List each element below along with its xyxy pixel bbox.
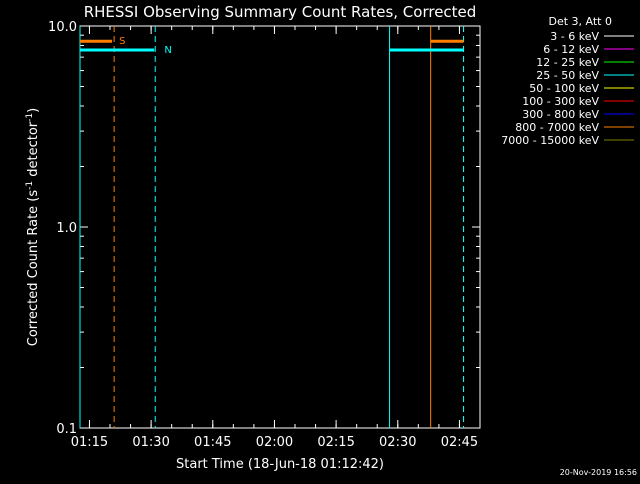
flag-label-n: N bbox=[164, 45, 171, 56]
legend-entry-label: 300 - 800 keV bbox=[522, 108, 599, 121]
legend-header: Det 3, Att 0 bbox=[549, 15, 613, 28]
x-tick-label: 01:30 bbox=[132, 435, 169, 450]
legend-entry-label: 800 - 7000 keV bbox=[515, 121, 599, 134]
legend-entry-label: 12 - 25 keV bbox=[536, 56, 599, 69]
x-tick-label: 02:45 bbox=[441, 435, 478, 450]
x-tick-label: 02:30 bbox=[379, 435, 416, 450]
axes-frame: 0.1 1.0 10.0 01:15 01:30 01:45 02:00 02:15 02:30… bbox=[48, 20, 481, 450]
y-tick-label: 1.0 bbox=[56, 221, 77, 236]
y-axis-label: Corrected Count Rate (s-1 detector-1) bbox=[25, 108, 41, 346]
flag-label-s: S bbox=[119, 36, 125, 47]
y-tick-label: 0.1 bbox=[56, 422, 77, 437]
x-tick-label: 01:45 bbox=[194, 435, 231, 450]
legend-entry-label: 25 - 50 keV bbox=[536, 69, 599, 82]
x-tick-label: 02:00 bbox=[256, 435, 293, 450]
legend-entry-label: 100 - 300 keV bbox=[522, 95, 599, 108]
chart-title: RHESSI Observing Summary Count Rates, Co… bbox=[84, 3, 477, 21]
legend-entry-label: 50 - 100 keV bbox=[529, 82, 599, 95]
plot-timestamp: 20-Nov-2019 16:56 bbox=[560, 468, 637, 477]
x-axis-label: Start Time (18-Jun-18 01:12:42) bbox=[176, 457, 384, 472]
x-tick-label: 01:15 bbox=[71, 435, 108, 450]
y-tick-label: 10.0 bbox=[48, 20, 77, 35]
legend-entry-label: 3 - 6 keV bbox=[550, 30, 599, 43]
plot-area: SN bbox=[79, 26, 465, 428]
x-tick-label: 02:15 bbox=[317, 435, 354, 450]
legend-entry-label: 6 - 12 keV bbox=[543, 43, 599, 56]
legend-entry-label: 7000 - 15000 keV bbox=[501, 134, 599, 147]
